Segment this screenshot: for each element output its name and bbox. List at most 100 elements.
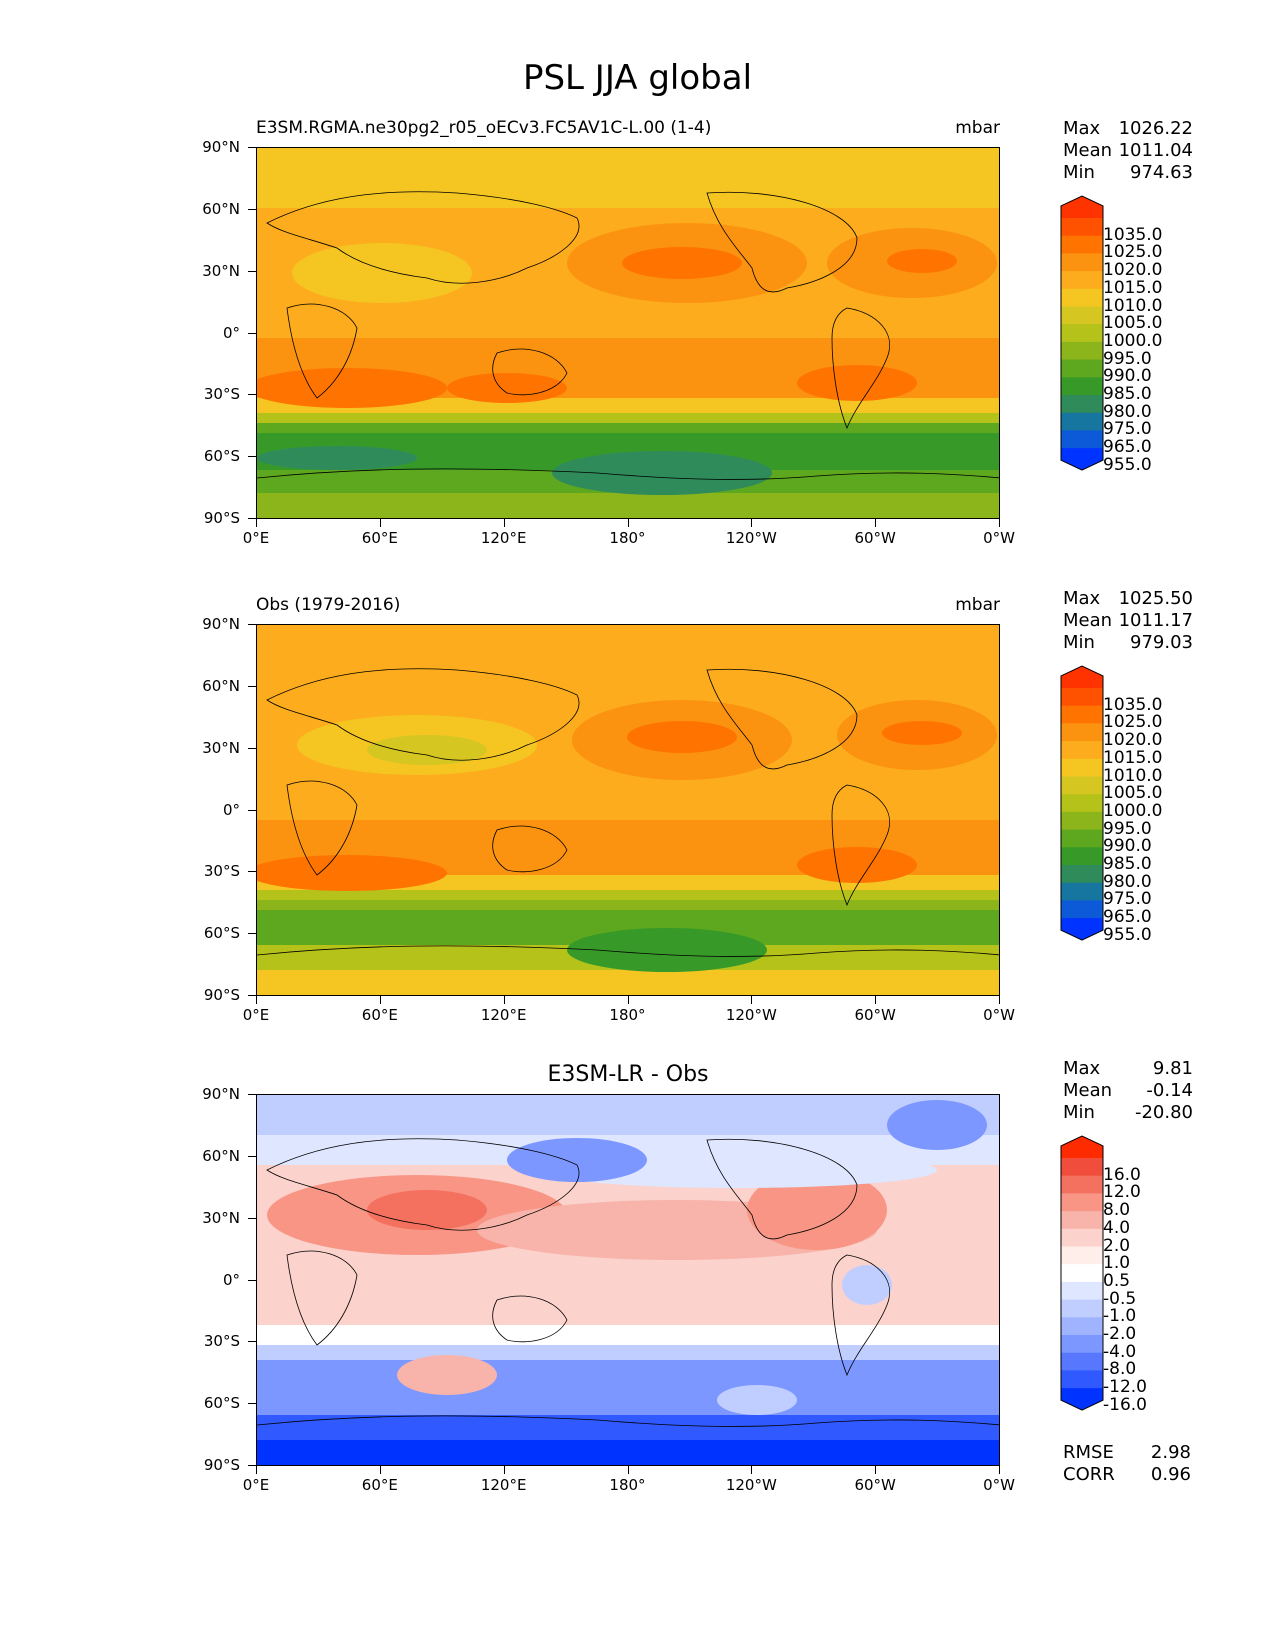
lat-tick-label: 90°S [203, 1456, 240, 1474]
colorbar-band [1061, 1158, 1103, 1177]
colorbar-extension-min [1061, 448, 1103, 471]
lat-tick [248, 456, 256, 458]
colorbar-band [1061, 395, 1103, 414]
colorbar-band [1061, 1193, 1103, 1212]
lat-tick [248, 1341, 256, 1343]
colorbar-band [1061, 253, 1103, 272]
lon-tick-label: 180° [609, 1006, 646, 1024]
lon-tick [627, 519, 629, 527]
colorbar-band [1061, 882, 1103, 901]
panel-title: E3SM-LR - Obs [547, 1062, 709, 1087]
figure-title: PSL JJA global [522, 58, 753, 98]
colorbar-band [1061, 776, 1103, 795]
lon-tick [751, 996, 753, 1004]
lon-tick [503, 1466, 505, 1474]
lon-tick-label: 180° [609, 1476, 646, 1494]
stat-min-value: 979.03 [1130, 632, 1193, 653]
colorbar-tick-label: 995.0 [1103, 348, 1152, 369]
colorbar-tick-label: -12.0 [1103, 1377, 1147, 1398]
lon-tick [999, 519, 1000, 527]
lat-tick [248, 809, 256, 811]
panel-obs: Obs (1979-2016) mbar [0, 470, 1275, 1024]
metric-rmse-label: RMSE [1063, 1442, 1114, 1463]
stat-min-label: Min [1063, 632, 1095, 653]
psl-field-diff [257, 1095, 999, 1465]
lon-tick-label: 0°E [242, 1006, 270, 1024]
colorbar-band [1061, 865, 1103, 884]
lat-tick-label: 30°N [202, 261, 240, 280]
colorbar-band [1061, 341, 1103, 361]
stat-mean-value: 1011.04 [1118, 140, 1193, 161]
colorbar-band [1061, 1228, 1103, 1247]
stat-mean-value: -0.14 [1146, 1080, 1193, 1101]
colorbar-tick-label: 2.0 [1103, 1235, 1131, 1256]
lon-tick-label: 0°W [983, 529, 1015, 547]
colorbar-tick-label: 1025.0 [1103, 712, 1163, 733]
colorbar-tick-label: 1025.0 [1103, 242, 1163, 263]
colorbar-band [1061, 1299, 1103, 1318]
metric-rmse-value: 2.98 [1150, 1442, 1191, 1463]
colorbar-tick-label: 16.0 [1103, 1164, 1141, 1185]
colorbar-tick-label: 1035.0 [1103, 694, 1163, 715]
lat-tick-label: 60°N [202, 676, 240, 695]
stats-box: Max 1026.22 Mean 1011.04 Min 974.63 [1063, 118, 1193, 184]
colorbar-tick-label: -0.5 [1103, 1288, 1137, 1309]
colorbar-band [1061, 306, 1103, 325]
stat-mean-label: Mean [1063, 140, 1113, 161]
stat-max-value: 1025.50 [1118, 588, 1193, 609]
colorbar-band [1061, 1175, 1103, 1194]
lat-tick-label: 60°N [202, 199, 240, 218]
lat-tick-label: 0° [222, 800, 240, 819]
lat-tick-label: 60°N [202, 1146, 240, 1165]
lat-tick [248, 1403, 256, 1405]
lat-tick [248, 270, 256, 272]
lat-tick [248, 1094, 256, 1095]
colorbar-tick-label: -16.0 [1103, 1394, 1147, 1415]
lat-tick [248, 747, 256, 749]
panel-model: E3SM.RGMA.ne30pg2_r05_oECv3.FC5AV1C-L.00… [0, 0, 1275, 547]
colorbar [1060, 665, 1104, 945]
lat-tick-label: 60°S [203, 447, 240, 466]
colorbar-band [1061, 829, 1103, 848]
colorbar-tick-label: 980.0 [1103, 401, 1152, 422]
colorbar-tick-label: 1015.0 [1103, 747, 1163, 768]
lat-tick [248, 208, 256, 210]
lon-tick-label: 60°E [361, 529, 398, 547]
units-label: mbar [955, 595, 1000, 615]
colorbar-tick-label: 965.0 [1103, 907, 1152, 928]
colorbar-outline [1060, 1135, 1104, 1411]
lon-tick [379, 519, 381, 527]
colorbar-band [1061, 1211, 1103, 1230]
lat-tick-label: 60°S [203, 924, 240, 943]
colorbar-band [1061, 359, 1103, 378]
colorbar-band [1061, 218, 1103, 237]
stat-max-value: 9.81 [1152, 1058, 1193, 1079]
lon-tick-label: 0°E [242, 1476, 270, 1494]
colorbar-tick-label: -1.0 [1103, 1306, 1137, 1327]
colorbar-band [1061, 705, 1103, 724]
lon-tick-label: 60°W [854, 529, 896, 547]
lon-tick [256, 996, 257, 1004]
lat-tick-label: 90°S [203, 509, 240, 527]
stat-min-label: Min [1063, 162, 1095, 183]
lon-tick [379, 1466, 381, 1474]
colorbar-tick-label: 975.0 [1103, 889, 1152, 910]
lon-tick-label: 180° [609, 529, 646, 547]
colorbar-band [1061, 271, 1103, 290]
lat-tick-label: 30°N [202, 738, 240, 757]
colorbar-extension-min [1061, 918, 1103, 941]
lon-tick [627, 1466, 629, 1474]
colorbar-outline [1060, 195, 1104, 471]
lat-tick-label: 90°N [202, 1085, 240, 1103]
lat-tick [248, 685, 256, 687]
colorbar-tick-label: 1020.0 [1103, 730, 1163, 751]
colorbar-band [1061, 288, 1103, 307]
colorbar-tick-label: 965.0 [1103, 437, 1152, 458]
colorbar-band [1061, 688, 1103, 707]
lon-tick [379, 996, 381, 1004]
lon-tick-label: 120°W [725, 1476, 777, 1494]
lon-tick-label: 60°W [854, 1006, 896, 1024]
colorbar-tick-label: 990.0 [1103, 366, 1152, 387]
colorbar-swatches [1060, 665, 1104, 941]
stat-min-value: -20.80 [1134, 1102, 1193, 1123]
